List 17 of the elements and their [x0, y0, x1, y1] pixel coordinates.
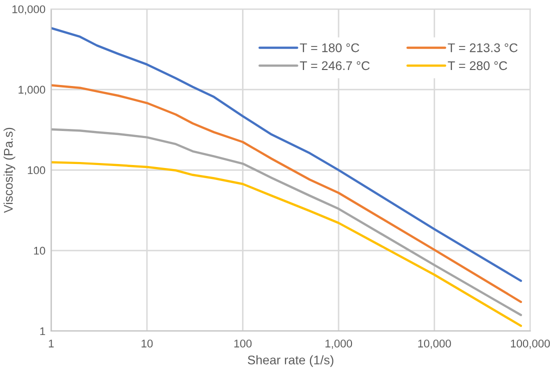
y-tick-label: 100	[28, 166, 46, 174]
legend-label: T = 246.7 °C	[300, 61, 370, 70]
y-tick-label: 10,000	[12, 5, 46, 14]
y-tick-label: 1	[40, 327, 46, 336]
legend-label: T = 213.3 °C	[448, 43, 518, 52]
x-tick-label: 1,000	[326, 340, 352, 349]
y-tick-label: 1,000	[18, 86, 46, 95]
x-tick-label: 10,000	[418, 340, 451, 349]
legend-label: T = 180 °C	[300, 43, 360, 52]
x-tick-label: 100	[234, 340, 252, 348]
y-axis-title: Viscosity (Pa.s)	[4, 128, 16, 213]
x-tick-label: 1	[48, 340, 54, 348]
y-tick-label: 10	[34, 246, 46, 255]
x-tick-label: 10	[142, 340, 153, 348]
x-axis-title: Shear rate (1/s)	[248, 355, 334, 367]
x-tick-label: 100,000	[510, 340, 550, 349]
legend-label: T = 280 °C	[448, 61, 508, 70]
